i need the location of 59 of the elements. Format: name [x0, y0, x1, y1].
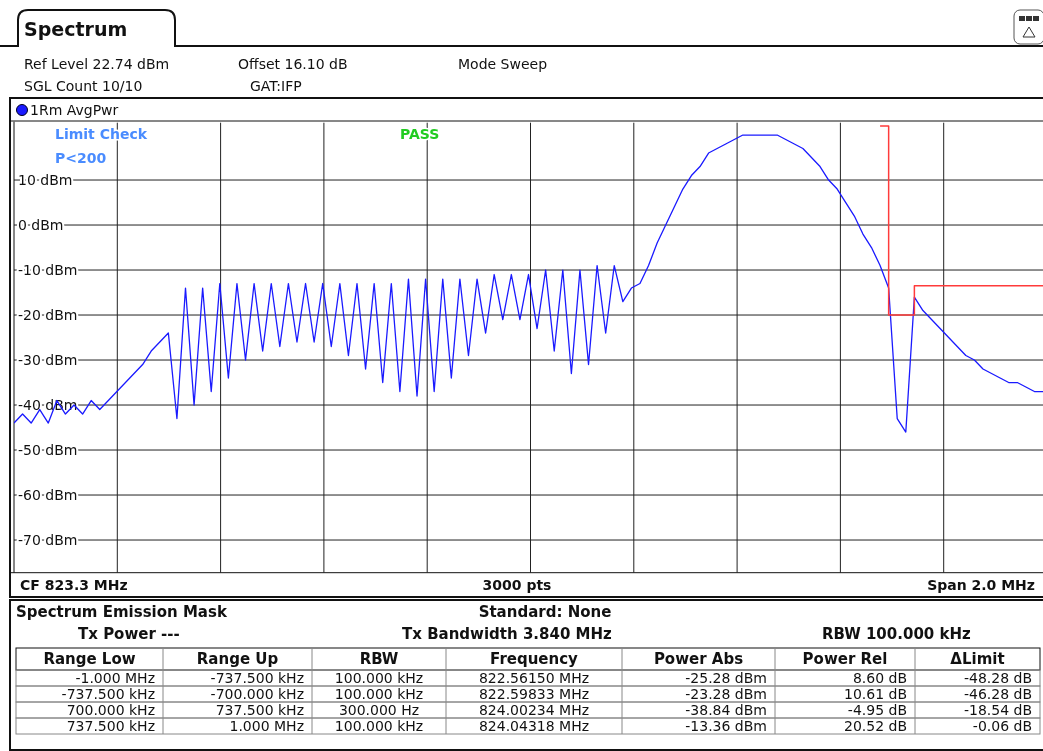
text: GAT:IFP — [250, 78, 302, 94]
text: Range Up — [196, 650, 279, 669]
y-tick-label: 0 dBm — [18, 216, 64, 233]
text: Standard: None — [478, 603, 612, 621]
text: 300.000 Hz — [338, 702, 420, 719]
text: 8.60 dB — [852, 670, 907, 687]
annotation: P<200 — [55, 150, 107, 166]
text: -0.06 dB — [972, 718, 1032, 735]
text: -13.36 dBm — [685, 718, 767, 735]
text: -737.500 kHz — [61, 686, 155, 703]
text: -4.95 dB — [847, 702, 907, 719]
y-tick-label: 10 dBm — [18, 171, 73, 188]
text: 737.500 kHz — [215, 702, 304, 719]
text: Span 2.0 MHz — [927, 577, 1035, 593]
y-tick-label: -60 dBm — [18, 486, 78, 503]
text: Mode Sweep — [458, 56, 548, 72]
text: -48.28 dB — [963, 670, 1032, 687]
text: -25.28 dBm — [685, 670, 767, 687]
text: 20.52 dB — [843, 718, 907, 735]
text: Power Abs — [653, 650, 744, 669]
text: 3000 pts — [482, 577, 552, 593]
y-tick-label: -30 dBm — [18, 351, 78, 368]
legend-label: 1Rm AvgPwr — [30, 101, 119, 118]
text: Tx Bandwidth 3.840 MHz — [402, 625, 613, 643]
text: -46.28 dB — [963, 686, 1032, 703]
text: SGL Count 10/10 — [24, 78, 143, 94]
text: 824.00234 MHz — [478, 702, 590, 719]
y-tick-label: -50 dBm — [18, 441, 78, 458]
text: -737.500 kHz — [210, 670, 304, 687]
text: 10.61 dB — [843, 686, 907, 703]
y-tick-label: -10 dBm — [18, 261, 78, 278]
text: RBW — [359, 650, 399, 669]
text: Tx Power --- — [78, 625, 180, 643]
text: -700.000 kHz — [210, 686, 304, 703]
text: Spectrum Emission Mask — [16, 603, 228, 621]
text: 100.000 kHz — [334, 686, 424, 703]
chart-title: Spectrum — [24, 18, 128, 40]
text: 824.04318 MHz — [478, 718, 590, 735]
text: 822.56150 MHz — [478, 670, 590, 687]
text: RBW 100.000 kHz — [822, 625, 971, 643]
text: 1.000 MHz — [229, 718, 304, 735]
text: ΔLimit — [950, 650, 1005, 669]
text: 822.59833 MHz — [478, 686, 590, 703]
text: -23.28 dBm — [685, 686, 767, 703]
text: 700.000 kHz — [66, 702, 155, 719]
text: Power Rel — [802, 650, 888, 669]
y-tick-label: -70 dBm — [18, 531, 78, 548]
text: Ref Level 22.74 dBm — [24, 56, 170, 72]
text: -18.54 dB — [963, 702, 1032, 719]
text: -1.000 MHz — [75, 670, 155, 687]
text: CF 823.3 MHz — [20, 577, 128, 593]
text: Frequency — [490, 650, 579, 669]
text: Range Low — [43, 650, 136, 669]
text: -38.84 dBm — [685, 702, 767, 719]
y-tick-label: -20 dBm — [18, 306, 78, 323]
text: Offset 16.10 dB — [238, 56, 348, 72]
text: 100.000 kHz — [334, 670, 424, 687]
text: 737.500 kHz — [66, 718, 155, 735]
text: 100.000 kHz — [334, 718, 424, 735]
